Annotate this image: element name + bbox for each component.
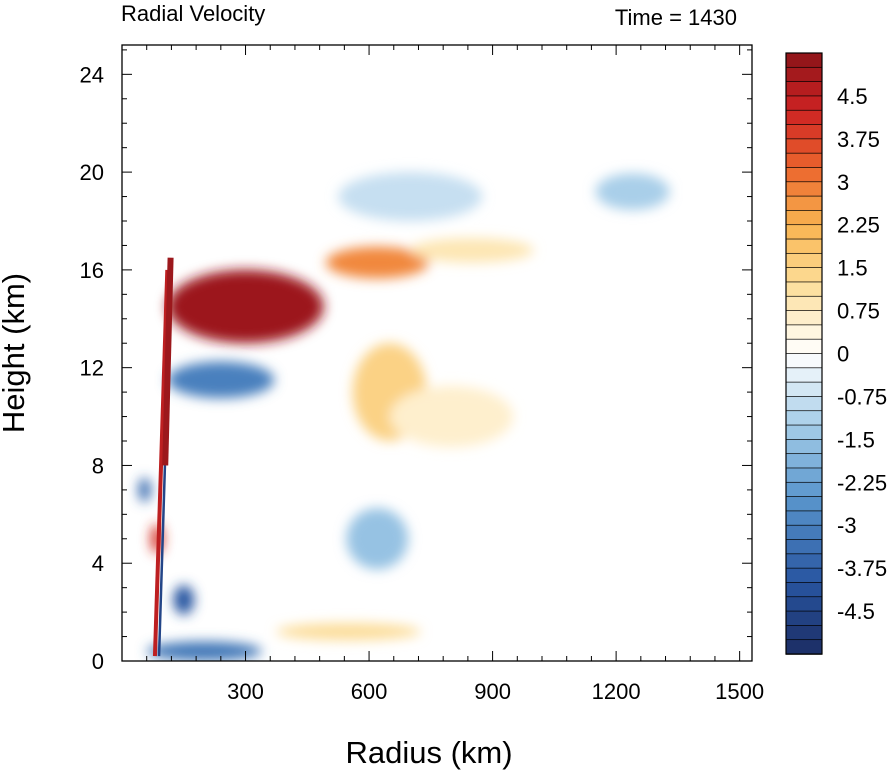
- colorbar-label: 0.75: [837, 299, 880, 324]
- colorbar-bin: [785, 424, 823, 441]
- colorbar-bin: [785, 181, 823, 197]
- y-tick-label: 12: [80, 356, 104, 381]
- y-tick-label: 24: [80, 62, 104, 87]
- colorbar-bin: [785, 95, 823, 111]
- field-feature-upper-inflow-far: [595, 173, 670, 211]
- colorbar-label: -2.25: [837, 470, 887, 495]
- chart-title-left: Radial Velocity: [121, 1, 265, 26]
- field-feature-low-inflow-eyewall: [138, 477, 151, 503]
- colorbar-label: 3: [837, 170, 849, 195]
- colorbar-label: 2.25: [837, 213, 880, 238]
- colorbar-bin: [785, 138, 823, 154]
- eyewall-streaks: [152, 257, 174, 657]
- y-tick-label: 8: [92, 453, 104, 478]
- colorbar-bin: [785, 281, 823, 298]
- x-tick-label: 600: [351, 679, 388, 704]
- colorbar-bin: [785, 310, 823, 326]
- colorbar-bin: [785, 109, 823, 126]
- colorbar-bin: [785, 338, 823, 355]
- colorbar-bin: [785, 152, 823, 169]
- colorbar-frame: [785, 52, 823, 655]
- colorbar-bin: [785, 353, 823, 369]
- colorbar-bin: [785, 582, 823, 598]
- colorbar-bin: [785, 238, 823, 255]
- colorbar-bin: [785, 295, 823, 312]
- field-feature-surface-outflow: [276, 623, 421, 641]
- colorbar-bin: [785, 195, 823, 212]
- colorbar-bin: [785, 610, 823, 627]
- y-axis-label: Height (km): [0, 273, 31, 433]
- colorbar-bin: [785, 267, 823, 283]
- plot-area-background: [122, 45, 752, 661]
- colorbar-label: -3: [837, 513, 857, 538]
- colorbar-bin: [785, 324, 823, 340]
- velocity-field: [138, 172, 670, 661]
- field-feature-upper-outflow-core: [167, 269, 324, 344]
- colorbar-bin: [785, 52, 823, 69]
- colorbar-bin: [785, 625, 823, 641]
- colorbar-bin: [785, 453, 823, 469]
- colorbar-bin: [785, 467, 823, 484]
- colorbar-bin: [785, 252, 823, 269]
- colorbar-bin: [785, 367, 823, 383]
- field-feature-mid-outflow-spread: [389, 386, 514, 448]
- colorbar: [785, 52, 823, 655]
- colorbar-bin: [785, 224, 823, 240]
- colorbar-label: -3.75: [837, 556, 887, 581]
- colorbar-label: -0.75: [837, 384, 887, 409]
- colorbar-bin: [785, 496, 823, 512]
- field-feature-low-inflow: [173, 585, 195, 615]
- colorbar-bin: [785, 66, 823, 83]
- x-axis-label: Radius (km): [345, 735, 512, 770]
- x-tick-label: 900: [474, 679, 511, 704]
- colorbar-label: 4.5: [837, 84, 868, 109]
- y-tick-label: 20: [80, 160, 104, 185]
- colorbar-label: 0: [837, 342, 849, 367]
- colorbar-bin: [785, 210, 823, 226]
- colorbar-bin: [785, 510, 823, 526]
- x-tick-label: 1200: [592, 679, 641, 704]
- eyewall-core-streak: [162, 257, 174, 466]
- field-feature-outflow-tongue: [325, 246, 429, 279]
- colorbar-label: -1.5: [837, 427, 875, 452]
- colorbar-bin: [785, 596, 823, 612]
- field-feature-upper-inflow-mid: [338, 172, 483, 221]
- colorbar-bin: [785, 81, 823, 97]
- colorbar-bin: [785, 439, 823, 455]
- field-feature-mid-inflow: [346, 508, 409, 570]
- y-axis-ticks: 0 4 8 12 16 20 24: [80, 49, 752, 674]
- colorbar-bin: [785, 381, 823, 398]
- colorbar-bin: [785, 639, 823, 655]
- colorbar-bin: [785, 481, 823, 498]
- chart-title-right: Time = 1430: [615, 5, 737, 30]
- colorbar-bin: [785, 539, 823, 555]
- y-tick-label: 0: [92, 649, 104, 674]
- colorbar-label: 1.5: [837, 256, 868, 281]
- colorbar-bin: [785, 524, 823, 541]
- x-tick-label: 1500: [715, 679, 764, 704]
- colorbar-bin: [785, 553, 823, 569]
- y-tick-label: 4: [92, 551, 104, 576]
- field-feature-upper-inflow-layer: [167, 361, 275, 399]
- colorbar-bin: [785, 396, 823, 412]
- colorbar-bin: [785, 167, 823, 183]
- colorbar-bin: [785, 410, 823, 426]
- colorbar-label: 3.75: [837, 127, 880, 152]
- colorbar-labels: 4.5 3.75 3 2.25 1.5 0.75 0 -0.75 -1.5 -2.25 -3 -3.7…: [837, 84, 887, 624]
- y-tick-label: 16: [80, 258, 104, 283]
- field-feature-boundary-layer-inflow: [146, 641, 262, 661]
- colorbar-bin: [785, 567, 823, 584]
- field-feature-outflow-tail: [410, 238, 534, 263]
- x-tick-label: 300: [227, 679, 264, 704]
- x-axis-ticks: 300 600 900 1200 1500: [121, 45, 764, 704]
- colorbar-bin: [785, 124, 823, 140]
- eyewall-outflow-streak: [152, 269, 170, 657]
- colorbar-label: -4.5: [837, 599, 875, 624]
- plot-frame: [121, 44, 753, 662]
